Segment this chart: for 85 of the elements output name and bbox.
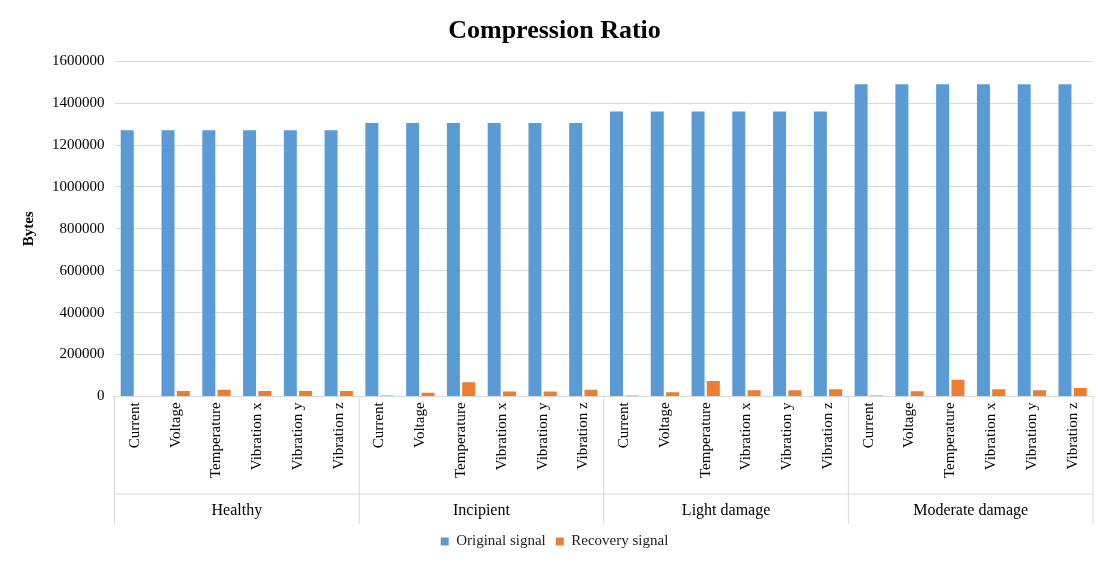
x-tick-label: Vibration x	[248, 401, 265, 471]
bar	[650, 111, 664, 396]
bar	[829, 389, 843, 396]
bar	[788, 390, 802, 396]
y-tick-label: 600000	[59, 261, 105, 278]
x-tick-label: Vibration y	[1022, 401, 1039, 471]
bar	[339, 390, 353, 396]
y-tick-label: 800000	[59, 219, 105, 236]
x-tick-label: Voltage	[655, 402, 672, 448]
y-tick-label: 400000	[59, 303, 105, 320]
x-tick-label: Temperature	[941, 402, 958, 479]
x-tick-label: Temperature	[207, 402, 224, 479]
y-tick-label: 0	[97, 387, 105, 404]
bar	[1032, 390, 1046, 396]
bar	[1017, 84, 1031, 396]
x-tick-label: Vibration z	[1063, 402, 1080, 470]
bar	[528, 123, 542, 396]
bar	[895, 84, 909, 396]
bar	[283, 130, 297, 396]
x-tick-label: Voltage	[411, 402, 428, 448]
bar	[176, 390, 190, 396]
y-tick-label: 200000	[59, 345, 105, 362]
bar	[487, 123, 501, 396]
bar	[569, 123, 583, 396]
x-tick-label: Voltage	[166, 402, 183, 448]
bar	[1058, 84, 1072, 396]
legend-label: Original signal	[456, 532, 546, 549]
bar	[813, 111, 827, 396]
y-tick-label: 1200000	[52, 135, 105, 152]
text: Incipient	[453, 501, 511, 520]
x-tick-label: Temperature	[696, 402, 713, 479]
bar	[258, 390, 272, 396]
bar	[421, 392, 435, 396]
bar	[951, 379, 965, 396]
bar	[161, 130, 175, 396]
bar	[773, 111, 787, 396]
x-tick-label: Vibration x	[492, 401, 509, 471]
bar	[406, 123, 420, 396]
x-tick-label: Vibration y	[533, 401, 550, 471]
text: Healthy	[211, 501, 263, 520]
x-tick-label: Current	[615, 401, 632, 449]
y-tick-label: 1600000	[52, 52, 105, 69]
bar	[543, 391, 557, 396]
bar	[120, 130, 134, 396]
x-tick-label: Vibration z	[329, 402, 346, 470]
bar	[243, 130, 257, 396]
chart-title: Compression Ratio	[448, 15, 661, 45]
bar	[584, 389, 598, 396]
bar	[609, 111, 623, 396]
bar	[747, 390, 761, 396]
y-tick-label: 1400000	[52, 94, 105, 111]
bar	[706, 380, 720, 396]
bar	[299, 390, 313, 396]
bar	[202, 130, 216, 396]
bar	[217, 389, 231, 396]
y-axis-title: Bytes	[19, 211, 36, 247]
bar	[365, 123, 379, 396]
bar	[854, 84, 868, 396]
text: Moderate damage	[913, 501, 1029, 520]
x-tick-label: Current	[859, 401, 876, 449]
bar	[732, 111, 746, 396]
bar	[936, 84, 950, 396]
legend-label: Recovery signal	[571, 532, 669, 549]
bar	[462, 382, 476, 396]
x-tick-label: Vibration y	[778, 401, 795, 471]
x-tick-label: Vibration x	[982, 401, 999, 471]
bar	[1073, 388, 1087, 396]
x-tick-label: Vibration z	[574, 402, 591, 470]
x-tick-label: Temperature	[451, 402, 468, 479]
bar	[691, 111, 705, 396]
bar	[502, 391, 516, 396]
bar	[446, 123, 460, 396]
bar	[976, 84, 990, 396]
x-tick-label: Vibration z	[818, 402, 835, 470]
y-tick-label: 1000000	[52, 177, 105, 194]
bar	[992, 389, 1006, 396]
bar	[324, 130, 338, 396]
x-tick-label: Vibration y	[288, 401, 305, 471]
x-tick-label: Current	[370, 401, 387, 449]
text: Light damage	[681, 501, 771, 520]
bar	[666, 392, 680, 396]
x-tick-label: Voltage	[900, 402, 917, 448]
bar	[910, 391, 924, 396]
x-tick-label: Current	[125, 401, 142, 449]
x-tick-label: Vibration x	[737, 401, 754, 471]
